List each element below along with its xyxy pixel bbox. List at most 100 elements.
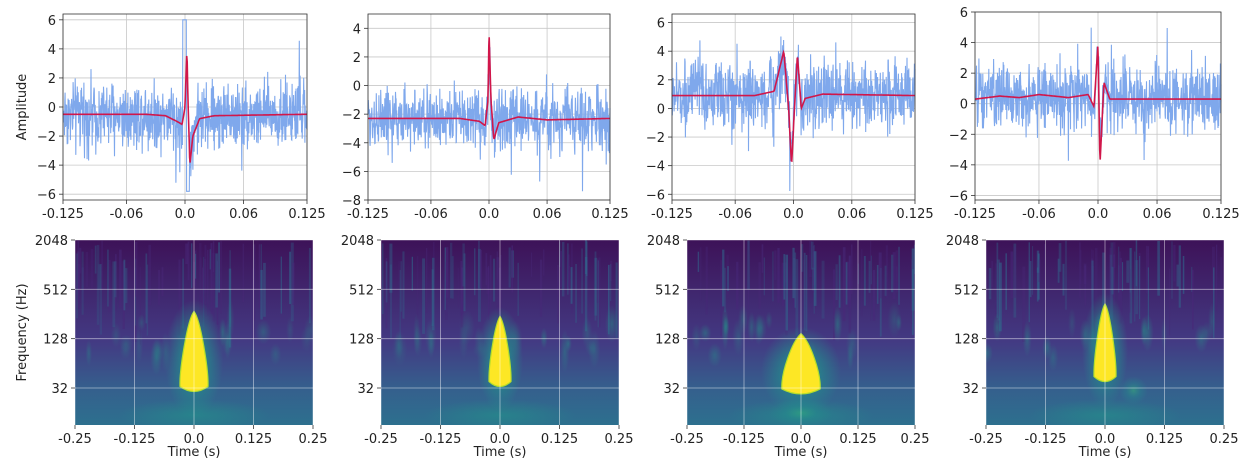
noise-streak bbox=[1192, 269, 1194, 330]
noise-streak bbox=[460, 261, 463, 313]
noise-streak bbox=[848, 255, 851, 309]
y-tick-label: 128 bbox=[954, 333, 979, 348]
noise-streak bbox=[398, 261, 400, 298]
noise-wisp bbox=[887, 301, 902, 338]
y-tick-label: 128 bbox=[655, 333, 680, 348]
noise-wisp bbox=[458, 309, 475, 345]
noise-streak bbox=[204, 244, 207, 293]
noise-streak bbox=[813, 245, 815, 314]
noise-streak bbox=[1121, 262, 1124, 291]
noise-wisp bbox=[691, 323, 702, 351]
noise-wisp bbox=[699, 323, 712, 343]
x-tick-label: 0.125 bbox=[591, 207, 628, 222]
noise-streak bbox=[1129, 248, 1133, 324]
y-tick-label: 6 bbox=[960, 6, 968, 21]
noise-streak bbox=[289, 251, 292, 304]
y-tick-label: 4 bbox=[48, 43, 56, 58]
noise-streak bbox=[884, 265, 887, 296]
noise-streak bbox=[838, 255, 841, 308]
noise-streak bbox=[99, 264, 102, 335]
noise-streak bbox=[560, 251, 563, 287]
x-tick-label: -0.125 bbox=[1025, 432, 1067, 447]
noise-streak bbox=[145, 253, 148, 324]
noise-streak bbox=[1084, 265, 1087, 306]
noise-streak bbox=[263, 262, 266, 317]
noise-streak bbox=[1126, 260, 1130, 283]
noise-streak bbox=[77, 264, 81, 290]
noise-streak bbox=[1058, 243, 1062, 272]
x-tick-label: -0.06 bbox=[718, 207, 752, 222]
noise-streak bbox=[85, 251, 89, 287]
noise-streak bbox=[1091, 260, 1094, 341]
y-tick-label: 2 bbox=[960, 67, 968, 82]
noise-streak bbox=[736, 261, 739, 310]
noise-streak bbox=[292, 262, 295, 305]
noise-streak bbox=[402, 251, 405, 319]
noise-streak bbox=[260, 269, 263, 320]
noise-streak bbox=[835, 264, 838, 300]
noise-streak bbox=[1029, 261, 1032, 298]
noise-streak bbox=[1005, 253, 1007, 310]
noise-streak bbox=[199, 257, 202, 315]
noise-streak bbox=[431, 269, 434, 326]
noise-streak bbox=[115, 254, 117, 311]
noise-streak bbox=[812, 267, 815, 291]
noise-streak bbox=[1079, 242, 1081, 298]
y-tick-label: 2 bbox=[353, 51, 361, 66]
y-tick-label: 4 bbox=[353, 22, 361, 37]
noise-streak bbox=[389, 264, 392, 338]
noise-streak bbox=[988, 268, 992, 300]
noise-streak bbox=[809, 240, 812, 278]
noise-streak bbox=[451, 256, 454, 299]
y-tick-label: 32 bbox=[962, 382, 979, 397]
noise-streak bbox=[1182, 256, 1185, 294]
noise-streak bbox=[478, 240, 480, 289]
noise-streak bbox=[216, 261, 219, 325]
y-tick-label: 2048 bbox=[341, 234, 374, 249]
noise-streak bbox=[1220, 257, 1222, 305]
y-tick-label: 0 bbox=[960, 98, 968, 113]
noise-streak bbox=[411, 256, 413, 291]
noise-streak bbox=[810, 241, 814, 270]
x-tick-label: 0.25 bbox=[299, 432, 328, 447]
noise-streak bbox=[726, 254, 729, 299]
noise-streak bbox=[1216, 244, 1218, 311]
noise-wisp bbox=[1201, 321, 1213, 344]
noise-streak bbox=[1118, 251, 1122, 296]
noise-streak bbox=[1145, 245, 1148, 294]
noise-streak bbox=[260, 244, 262, 291]
y-tick-label: 512 bbox=[43, 283, 68, 298]
noise-streak bbox=[146, 264, 149, 336]
noisy-strain-series bbox=[671, 36, 916, 192]
noise-streak bbox=[1191, 266, 1193, 292]
noise-streak bbox=[720, 260, 722, 336]
noise-streak bbox=[539, 259, 543, 317]
x-tick-label: 0.125 bbox=[288, 207, 325, 222]
noise-wisp bbox=[1068, 307, 1076, 339]
noise-wisp bbox=[723, 315, 730, 337]
noise-streak bbox=[479, 249, 482, 289]
noise-streak bbox=[1091, 265, 1094, 327]
noise-streak bbox=[833, 269, 835, 341]
x-tick-label: -0.06 bbox=[1022, 207, 1056, 222]
noise-streak bbox=[891, 254, 894, 293]
waveform-panel-2: -0.125 -0.06 0.0 0.06 0.125 −8 −6 −4 −2 0 2 4 bbox=[342, 13, 629, 222]
noise-streak bbox=[1110, 242, 1114, 320]
x-axis-label: Time (s) bbox=[473, 445, 527, 460]
noise-streak bbox=[842, 247, 846, 322]
x-tick-label: 0.0 bbox=[479, 207, 500, 222]
noise-streak bbox=[898, 246, 900, 305]
y-tick-label: 2048 bbox=[35, 234, 68, 249]
noise-streak bbox=[426, 248, 428, 313]
noise-streak bbox=[1173, 244, 1176, 282]
noise-streak bbox=[1138, 252, 1141, 316]
noise-streak bbox=[119, 249, 122, 308]
noise-streak bbox=[805, 255, 808, 332]
noise-streak bbox=[885, 245, 888, 298]
noise-streak bbox=[486, 267, 490, 295]
x-tick-label: 0.06 bbox=[837, 207, 866, 222]
noise-streak bbox=[193, 261, 196, 323]
noise-wisp bbox=[1160, 317, 1168, 352]
x-tick-label: -0.25 bbox=[58, 432, 92, 447]
y-tick-label: 2 bbox=[657, 74, 665, 89]
